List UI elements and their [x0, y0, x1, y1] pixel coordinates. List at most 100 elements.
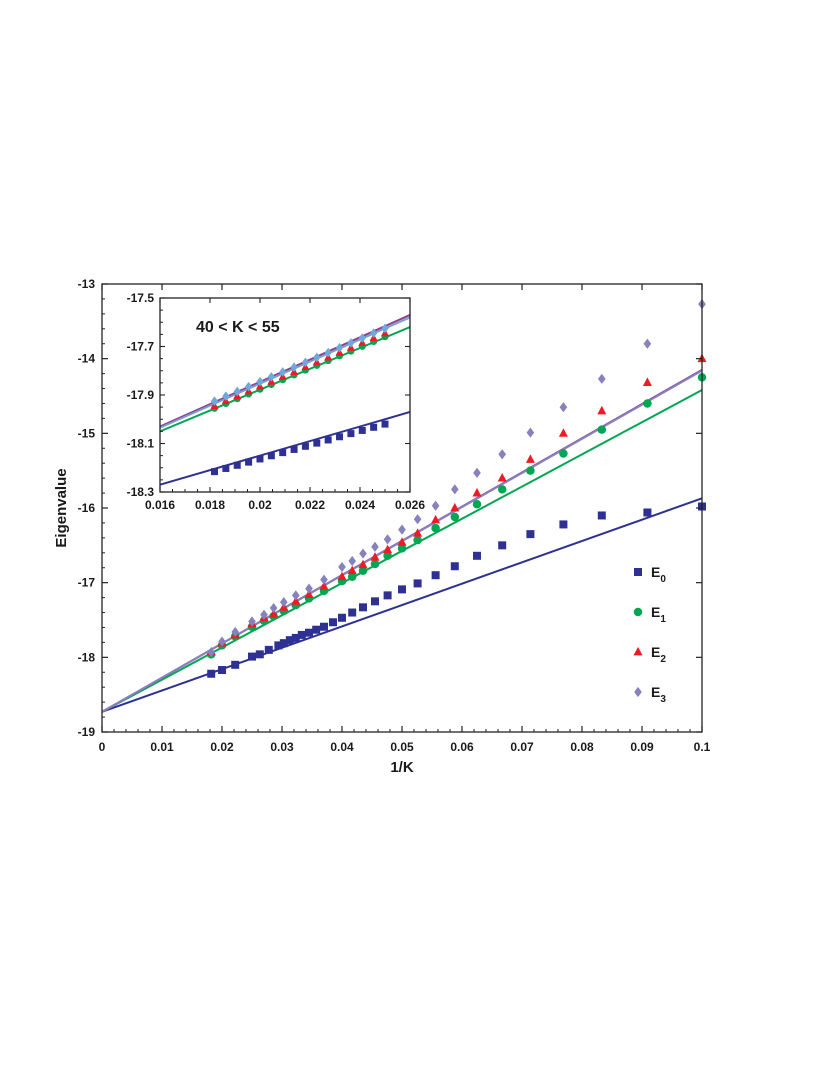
- inset-data-point: [267, 372, 275, 382]
- data-point-E1: [450, 512, 460, 522]
- data-point-E0: [291, 633, 300, 642]
- data-point-E3: [643, 338, 652, 349]
- legend-label-main: E: [651, 564, 660, 580]
- inset-data-point: [358, 333, 366, 343]
- data-point-E3: [597, 373, 606, 384]
- data-point-E0: [359, 603, 367, 612]
- data-point-E0: [431, 571, 440, 580]
- inset-data-point: [301, 357, 310, 368]
- data-point-E1: [643, 399, 652, 408]
- y-axis-title: Eigenvalue: [53, 468, 70, 547]
- inset-y-tick-label: -17.5: [127, 291, 155, 305]
- inset-x-tick-label: 0.024: [345, 498, 375, 512]
- data-point-E2: [472, 487, 482, 497]
- inset-series-3: [210, 323, 389, 406]
- inset-y-tick-label: -18.1: [127, 437, 155, 451]
- data-point-E3: [359, 548, 367, 559]
- legend-label-E0: E0: [651, 564, 666, 585]
- inset-x-tick-label: 0.022: [295, 498, 325, 512]
- data-point-E2: [597, 405, 607, 415]
- data-point-E0: [413, 579, 422, 588]
- legend-label-main: E: [651, 604, 660, 620]
- data-point-E0: [643, 508, 652, 517]
- inset-data-point: [245, 458, 253, 466]
- data-point-E3: [231, 626, 240, 638]
- inset-x-tick-label: 0.018: [195, 498, 225, 512]
- data-point-E3: [260, 609, 268, 620]
- x-tick-label: 0.01: [150, 740, 174, 754]
- data-point-E0: [285, 636, 294, 645]
- data-point-E2: [347, 565, 357, 575]
- data-point-E3: [279, 596, 288, 608]
- legend-marker-E1: [633, 607, 643, 617]
- inset-plot: 0.016 0.018 0.02 0.022 0.024 0.026 -18.3 -18.1 -…: [127, 291, 426, 512]
- data-point-E3: [431, 500, 440, 511]
- data-point-E2: [431, 514, 441, 524]
- legend-label-main: E: [651, 644, 660, 660]
- data-point-E3: [291, 590, 300, 601]
- data-point-E0: [305, 628, 313, 637]
- data-point-E2: [497, 473, 507, 482]
- series-E2: [206, 353, 707, 656]
- data-point-E3: [371, 541, 379, 552]
- inset-data-point: [222, 464, 230, 472]
- main-plot: 0 0.01 0.02 0.03 0.04 0.05 0.06 0.07 0.08 0.09 0.1…: [53, 277, 711, 776]
- data-point-E2: [319, 581, 329, 590]
- data-point-E1: [526, 466, 535, 475]
- inset-data-point: [335, 342, 344, 353]
- inset-data-point: [324, 347, 332, 358]
- data-point-E3: [348, 555, 357, 567]
- data-point-E3: [559, 402, 568, 413]
- x-axis-title: 1/K: [390, 759, 414, 776]
- data-point-E0: [231, 660, 240, 669]
- data-point-E2: [525, 454, 535, 463]
- data-point-E0: [383, 591, 392, 600]
- x-tick-label: 0.1: [694, 740, 711, 754]
- inset-y-tick-label: -17.9: [127, 388, 155, 402]
- data-point-E1: [413, 535, 422, 545]
- x-tick-label: 0: [99, 740, 106, 754]
- inset-data-point: [222, 391, 230, 402]
- data-point-E0: [473, 551, 481, 560]
- x-tick-label: 0.08: [570, 740, 594, 754]
- inset-data-point: [290, 445, 298, 453]
- legend-label-E1: E1: [651, 604, 666, 625]
- fit-line-0: [101, 497, 703, 713]
- data-point-E0: [264, 645, 273, 654]
- data-point-E0: [398, 585, 406, 594]
- x-tick-label: 0.03: [270, 740, 294, 754]
- inset-data-point: [301, 442, 309, 450]
- data-point-E3: [383, 534, 392, 545]
- legend-label-subscript: 2: [660, 654, 666, 665]
- legend-label-subscript: 0: [660, 574, 666, 585]
- data-point-E0: [526, 530, 535, 539]
- data-point-E1: [383, 551, 392, 561]
- inset-data-point: [370, 423, 378, 431]
- inset-data-point: [336, 433, 344, 441]
- data-point-E0: [279, 639, 288, 648]
- inset-data-point: [211, 468, 218, 476]
- inset-data-point: [347, 338, 355, 348]
- inset-data-point: [256, 455, 264, 463]
- legend-label-subscript: 3: [660, 694, 666, 705]
- inset-x-tick-label: 0.026: [395, 498, 425, 512]
- y-tick-label: -19: [78, 725, 96, 739]
- data-point-E0: [329, 618, 337, 627]
- data-point-E0: [248, 652, 256, 661]
- y-tick-label: -17: [78, 576, 96, 590]
- data-point-E3: [498, 449, 507, 460]
- data-point-E3: [207, 647, 216, 658]
- data-point-E3: [269, 602, 278, 614]
- data-point-E0: [597, 511, 606, 520]
- inset-data-point: [381, 420, 389, 428]
- inset-data-point: [233, 461, 241, 469]
- inset-x-tick-label: 0.02: [248, 498, 272, 512]
- inset-data-point: [233, 386, 241, 397]
- data-point-E2: [304, 589, 314, 599]
- data-point-E1: [559, 449, 568, 458]
- data-point-E0: [312, 625, 321, 634]
- y-tick-label: -18: [78, 650, 96, 664]
- data-point-E0: [338, 613, 346, 622]
- data-point-E0: [450, 562, 459, 571]
